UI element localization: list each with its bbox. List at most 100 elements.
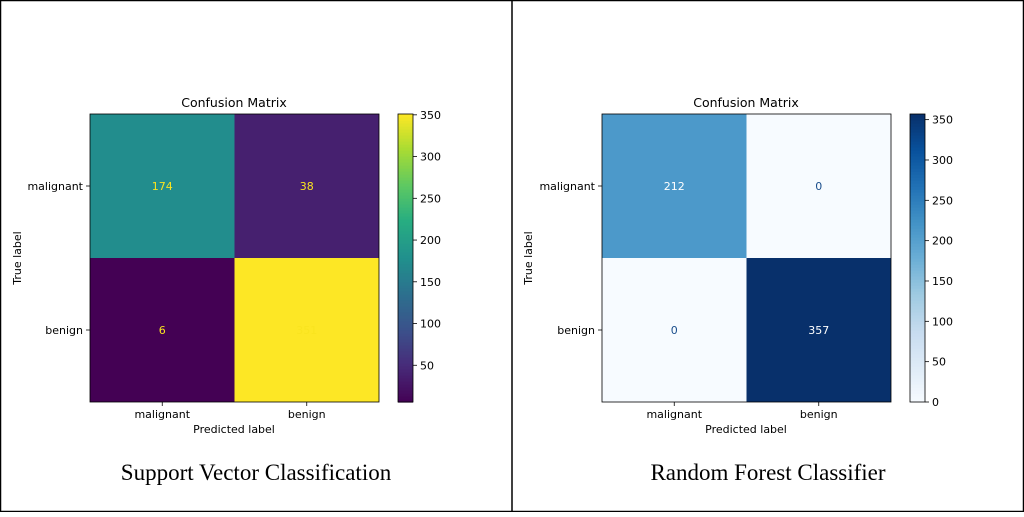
colorbar-strip: [910, 360, 925, 364]
colorbar-strip: [398, 177, 413, 181]
colorbar-tick-label: 0: [932, 396, 939, 409]
colorbar-strip: [910, 318, 925, 322]
colorbar-strip: [910, 321, 925, 325]
colorbar-tick-label: 50: [420, 359, 434, 372]
colorbar-strip: [398, 240, 413, 244]
colorbar-strip: [398, 162, 413, 166]
colorbar-strip: [398, 381, 413, 385]
colorbar-strip: [398, 261, 413, 265]
colorbar-strip: [910, 255, 925, 259]
colorbar-strip: [398, 234, 413, 238]
colorbar-strip: [910, 357, 925, 361]
colorbar-strip: [398, 336, 413, 340]
colorbar: 50 100 150 200 250 300 350: [397, 109, 441, 403]
colorbar-strip: [398, 228, 413, 232]
chart-title: Confusion Matrix: [693, 95, 799, 110]
colorbar-strip: [398, 396, 413, 400]
matrix-cells: 212 0 0 357: [601, 113, 892, 403]
colorbar-strip: [910, 384, 925, 388]
colorbar-strip: [910, 348, 925, 352]
colorbar-strip: [398, 213, 413, 217]
cell-value-label: 357: [808, 324, 829, 337]
colorbar-strip: [910, 327, 925, 331]
colorbar-strip: [910, 165, 925, 169]
colorbar-strip: [910, 294, 925, 298]
colorbar-strip: [398, 375, 413, 379]
colorbar-strip: [398, 333, 413, 337]
colorbar-strip: [398, 153, 413, 157]
colorbar-strip: [398, 342, 413, 346]
colorbar-strip: [910, 189, 925, 193]
colorbar-strip: [398, 378, 413, 382]
colorbar-tick-label: 300: [932, 154, 953, 167]
y-tick-label: malignant: [27, 180, 83, 193]
colorbar-strip: [910, 117, 925, 121]
colorbar-tick-label: 150: [932, 275, 953, 288]
colorbar-tick-label: 200: [420, 234, 441, 247]
colorbar-strip: [910, 138, 925, 142]
colorbar-strip: [910, 234, 925, 238]
colorbar-strip: [398, 225, 413, 229]
colorbar-strip: [910, 387, 925, 391]
x-tick-label: malignant: [646, 408, 702, 421]
colorbar-strip: [398, 303, 413, 307]
colorbar-strip: [398, 258, 413, 262]
colorbar-strip: [398, 330, 413, 334]
colorbar-strip: [910, 285, 925, 289]
colorbar-strip: [398, 321, 413, 325]
colorbar-strip: [398, 348, 413, 352]
colorbar-strip: [398, 327, 413, 331]
colorbar-strip: [398, 291, 413, 295]
colorbar-strip: [398, 282, 413, 286]
colorbar-strip: [398, 264, 413, 268]
colorbar-strip: [398, 141, 413, 145]
cell-value-label: 174: [152, 180, 173, 193]
colorbar-strip: [910, 246, 925, 250]
colorbar-strip: [910, 345, 925, 349]
colorbar-strip: [398, 246, 413, 250]
colorbar-strip: [910, 141, 925, 145]
colorbar-strip: [910, 297, 925, 301]
colorbar-tick-label: 150: [420, 276, 441, 289]
x-tick-label: malignant: [134, 408, 190, 421]
colorbar-strip: [398, 195, 413, 199]
cell-value-label: 0: [671, 324, 678, 337]
colorbar-strip: [910, 351, 925, 355]
colorbar-strip: [910, 123, 925, 127]
colorbar-strip: [910, 309, 925, 313]
colorbar-strip: [398, 129, 413, 133]
colorbar-strip: [398, 180, 413, 184]
x-tick-labels: malignant benign: [134, 402, 326, 421]
colorbar-tick-label: 350: [420, 109, 441, 122]
colorbar-strip: [910, 399, 925, 403]
colorbar-strip: [910, 240, 925, 244]
colorbar-strip: [910, 228, 925, 232]
colorbar-strip: [398, 156, 413, 160]
y-tick-label: malignant: [539, 180, 595, 193]
cell-value-label: 351: [296, 324, 317, 337]
panel-caption: Support Vector Classification: [121, 460, 392, 485]
colorbar-strip: [910, 219, 925, 223]
y-axis-label: True label: [522, 231, 535, 285]
colorbar-strip: [398, 279, 413, 283]
colorbar-strip: [910, 237, 925, 241]
colorbar-tick-label: 350: [932, 114, 953, 127]
colorbar-strip: [910, 378, 925, 382]
colorbar-tick-label: 100: [420, 318, 441, 331]
colorbar-strip: [910, 162, 925, 166]
colorbar-strip: [398, 393, 413, 397]
colorbar-strip: [910, 114, 925, 118]
colorbar-strip: [910, 198, 925, 202]
matrix-cell-0-0: [602, 114, 747, 258]
colorbar-tick-label: 300: [420, 151, 441, 164]
colorbar-strip: [910, 174, 925, 178]
colorbar-strip: [398, 306, 413, 310]
colorbar-strip: [398, 171, 413, 175]
colorbar-strip: [910, 249, 925, 253]
colorbar-strip: [910, 153, 925, 157]
colorbar-strip: [910, 393, 925, 397]
colorbar-strip: [398, 252, 413, 256]
colorbar-strip: [910, 192, 925, 196]
